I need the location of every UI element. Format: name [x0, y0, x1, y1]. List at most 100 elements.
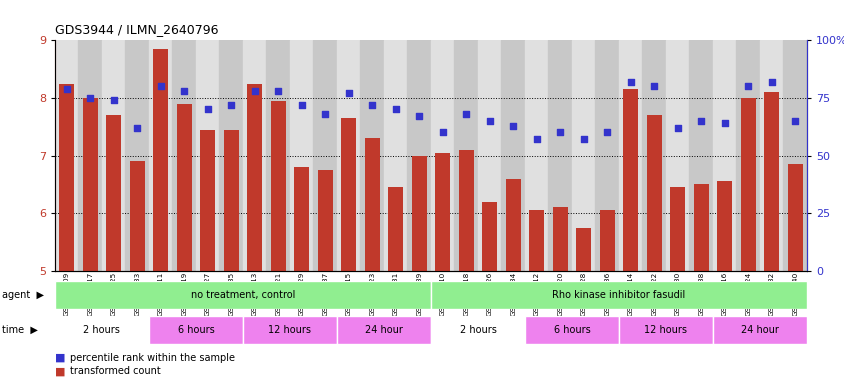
Bar: [736, 40, 759, 271]
Bar: [153, 49, 168, 271]
Bar: [454, 40, 478, 271]
Bar: [200, 130, 215, 271]
Bar: [552, 207, 567, 271]
Text: percentile rank within the sample: percentile rank within the sample: [70, 353, 235, 363]
Bar: [430, 316, 524, 344]
Point: [107, 97, 121, 103]
Text: 2 hours: 2 hours: [84, 325, 120, 335]
Bar: [763, 92, 778, 271]
Bar: [149, 316, 243, 344]
Bar: [478, 40, 500, 271]
Bar: [266, 40, 289, 271]
Bar: [618, 316, 712, 344]
Text: ■: ■: [55, 366, 65, 376]
Bar: [243, 316, 337, 344]
Bar: [360, 40, 383, 271]
Bar: [83, 98, 98, 271]
Point: [553, 129, 566, 136]
Bar: [289, 40, 313, 271]
Bar: [176, 104, 192, 271]
Point: [529, 136, 543, 142]
Bar: [55, 316, 149, 344]
Point: [787, 118, 801, 124]
Bar: [313, 40, 337, 271]
Text: 12 hours: 12 hours: [644, 325, 687, 335]
Point: [647, 83, 660, 89]
Bar: [524, 316, 618, 344]
Bar: [430, 40, 454, 271]
Point: [600, 129, 614, 136]
Point: [365, 102, 378, 108]
Bar: [55, 40, 78, 271]
Point: [717, 120, 731, 126]
Bar: [341, 118, 356, 271]
Point: [764, 79, 777, 85]
Bar: [595, 40, 619, 271]
Point: [225, 102, 238, 108]
Bar: [689, 40, 712, 271]
Point: [459, 111, 473, 117]
Text: ■: ■: [55, 353, 65, 363]
Bar: [106, 115, 122, 271]
Bar: [524, 40, 548, 271]
Bar: [759, 40, 782, 271]
Bar: [224, 130, 239, 271]
Text: GDS3944 / ILMN_2640796: GDS3944 / ILMN_2640796: [55, 23, 218, 36]
Text: 6 hours: 6 hours: [553, 325, 590, 335]
Text: Rho kinase inhibitor fasudil: Rho kinase inhibitor fasudil: [552, 290, 684, 300]
Bar: [435, 152, 450, 271]
Point: [60, 86, 73, 92]
Text: no treatment, control: no treatment, control: [191, 290, 295, 300]
Point: [295, 102, 308, 108]
Bar: [219, 40, 243, 271]
Point: [694, 118, 707, 124]
Point: [576, 136, 590, 142]
Bar: [599, 210, 614, 271]
Bar: [669, 187, 684, 271]
Text: time  ▶: time ▶: [2, 325, 37, 335]
Bar: [317, 170, 333, 271]
Point: [342, 90, 355, 96]
Bar: [528, 210, 544, 271]
Bar: [500, 40, 524, 271]
Point: [412, 113, 425, 119]
Text: 12 hours: 12 hours: [268, 325, 311, 335]
Bar: [430, 281, 806, 309]
Bar: [571, 40, 595, 271]
Point: [201, 106, 214, 113]
Point: [154, 83, 167, 89]
Bar: [246, 84, 262, 271]
Bar: [576, 227, 591, 271]
Text: transformed count: transformed count: [70, 366, 160, 376]
Point: [84, 95, 97, 101]
Text: 2 hours: 2 hours: [459, 325, 495, 335]
Bar: [149, 40, 172, 271]
Bar: [641, 40, 665, 271]
Text: agent  ▶: agent ▶: [2, 290, 44, 300]
Bar: [387, 187, 403, 271]
Bar: [337, 40, 360, 271]
Bar: [693, 184, 708, 271]
Bar: [458, 150, 473, 271]
Bar: [294, 167, 309, 271]
Bar: [383, 40, 407, 271]
Point: [436, 129, 449, 136]
Point: [670, 125, 684, 131]
Bar: [59, 84, 74, 271]
Bar: [622, 89, 637, 271]
Bar: [78, 40, 102, 271]
Bar: [481, 202, 497, 271]
Bar: [55, 281, 430, 309]
Point: [130, 125, 143, 131]
Bar: [712, 40, 736, 271]
Text: 24 hour: 24 hour: [740, 325, 778, 335]
Point: [318, 111, 332, 117]
Bar: [129, 161, 144, 271]
Point: [388, 106, 402, 113]
Bar: [619, 40, 641, 271]
Point: [740, 83, 754, 89]
Point: [271, 88, 284, 94]
Bar: [782, 40, 806, 271]
Point: [247, 88, 261, 94]
Bar: [125, 40, 149, 271]
